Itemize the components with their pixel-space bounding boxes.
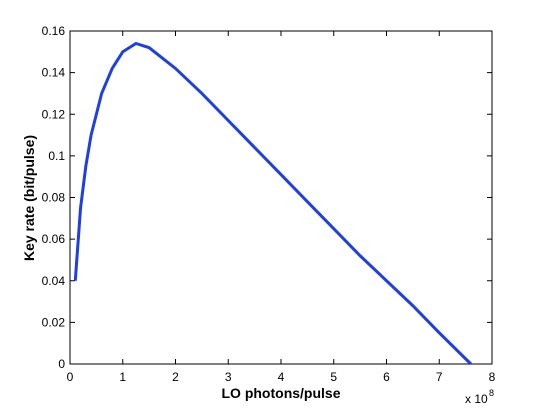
y-tick-label: 0.16: [42, 24, 66, 38]
plot-frame: [69, 30, 493, 365]
y-tick-label: 0.1: [48, 149, 65, 163]
y-tick-label: 0.12: [42, 107, 66, 121]
y-tick-label: 0.06: [42, 232, 66, 246]
y-tick-label: 0: [58, 357, 65, 371]
y-tick-label: 0.02: [42, 315, 66, 329]
x-multiplier: x 10: [465, 392, 488, 406]
y-tick-label: 0.04: [42, 274, 66, 288]
y-tick-label: 0.08: [42, 191, 66, 205]
x-tick-label: 0: [67, 370, 74, 384]
y-tick-label: 0.14: [42, 66, 66, 80]
x-tick-label: 1: [119, 370, 126, 384]
x-tick-label: 8: [489, 370, 496, 384]
x-tick-label: 5: [330, 370, 337, 384]
x-tick-label: 2: [172, 370, 179, 384]
x-tick-label: 6: [383, 370, 390, 384]
x-tick-label: 7: [436, 370, 443, 384]
x-tick-label: 3: [225, 370, 232, 384]
data-line: [73, 41, 472, 366]
y-axis-label: Key rate (bit/pulse): [21, 135, 37, 261]
x-tick-label: 4: [278, 370, 285, 384]
x-exponent: 8: [489, 388, 494, 398]
x-axis-label: LO photons/pulse: [222, 385, 341, 401]
